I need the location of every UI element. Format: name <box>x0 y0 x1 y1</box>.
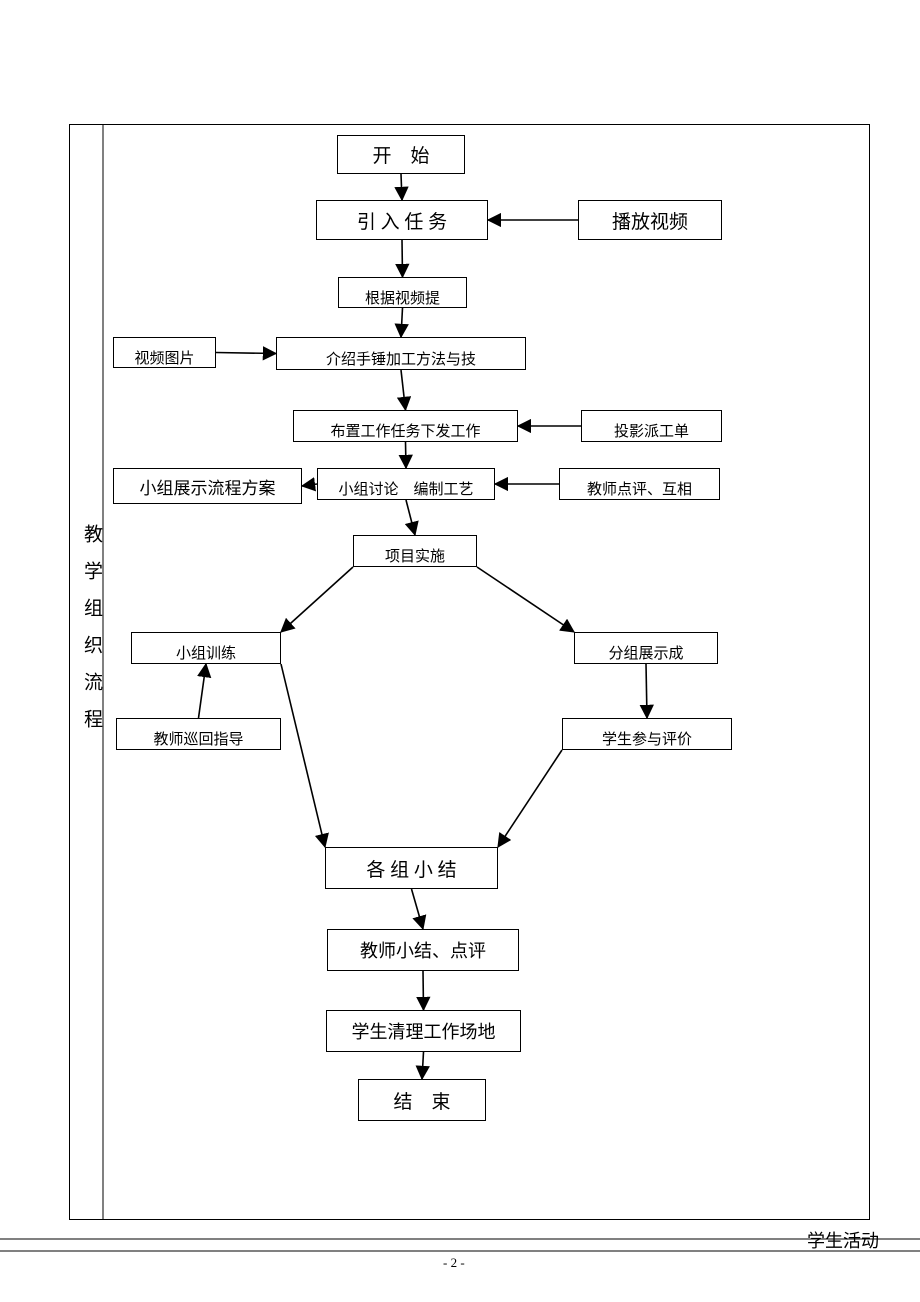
node-label: 教师小结、点评 <box>360 937 486 963</box>
node-label: 教师点评、互相 <box>587 483 692 498</box>
node-label: 教师巡回指导 <box>153 733 243 748</box>
node-label: 小组讨论 编制工艺 <box>338 483 473 498</box>
node-label: 引 入 任 务 <box>357 207 447 234</box>
node-show: 分组展示成 <box>574 632 718 664</box>
page-number: - 2 - <box>443 1255 465 1271</box>
node-clean: 学生清理工作场地 <box>326 1010 521 1052</box>
node-guide: 教师巡回指导 <box>116 718 281 750</box>
node-label: 小组训练 <box>176 647 236 662</box>
node-label: 项目实施 <box>385 550 445 565</box>
node-label: 播放视频 <box>612 207 688 234</box>
node-pics: 视频图片 <box>113 337 216 368</box>
node-showplan: 小组展示流程方案 <box>113 468 302 504</box>
sidebar-label-text: 教学组织流程 <box>78 524 105 746</box>
node-video_sum: 根据视频提 <box>338 277 467 308</box>
node-label: 投影派工单 <box>614 425 689 440</box>
node-label: 布置工作任务下发工作 <box>330 425 480 440</box>
node-label: 分组展示成 <box>608 647 683 662</box>
node-label: 学生清理工作场地 <box>352 1018 496 1044</box>
footer-right-label: 学生活动 <box>807 1227 879 1253</box>
node-video: 播放视频 <box>578 200 722 240</box>
node-label: 视频图片 <box>134 352 194 367</box>
page: 教学组织流程 学生活动 - 2 - 开 始引 入 任 务 播放视频根据视频提视频图… <box>0 0 920 1302</box>
node-label: 根据视频提 <box>365 292 440 307</box>
node-label: 结 束 <box>393 1087 450 1114</box>
node-method: 介绍手锤加工方法与技 <box>276 337 526 370</box>
node-seval: 学生参与评价 <box>562 718 732 750</box>
node-label: 学生参与评价 <box>602 733 692 748</box>
node-gsummary: 各 组 小 结 <box>325 847 498 889</box>
node-assign: 布置工作任务下发工作 <box>293 410 518 442</box>
node-tsummary: 教师小结、点评 <box>327 929 519 971</box>
node-label: 各 组 小 结 <box>366 855 456 882</box>
node-label: 介绍手锤加工方法与技 <box>326 353 476 368</box>
node-start: 开 始 <box>337 135 465 174</box>
sidebar-label: 教学组织流程 <box>78 445 105 825</box>
node-impl: 项目实施 <box>353 535 477 567</box>
footer-right-text: 学生活动 <box>807 1231 879 1251</box>
node-label: 开 始 <box>372 141 429 168</box>
node-intro: 引 入 任 务 <box>316 200 488 240</box>
node-train: 小组训练 <box>131 632 281 664</box>
node-label: 小组展示流程方案 <box>140 474 276 499</box>
node-discuss: 小组讨论 编制工艺 <box>317 468 495 500</box>
node-end: 结 束 <box>358 1079 486 1121</box>
outer-border <box>69 124 870 1220</box>
node-teval: 教师点评、互相 <box>559 468 720 500</box>
node-projector: 投影派工单 <box>581 410 722 442</box>
page-number-text: - 2 - <box>443 1255 465 1270</box>
